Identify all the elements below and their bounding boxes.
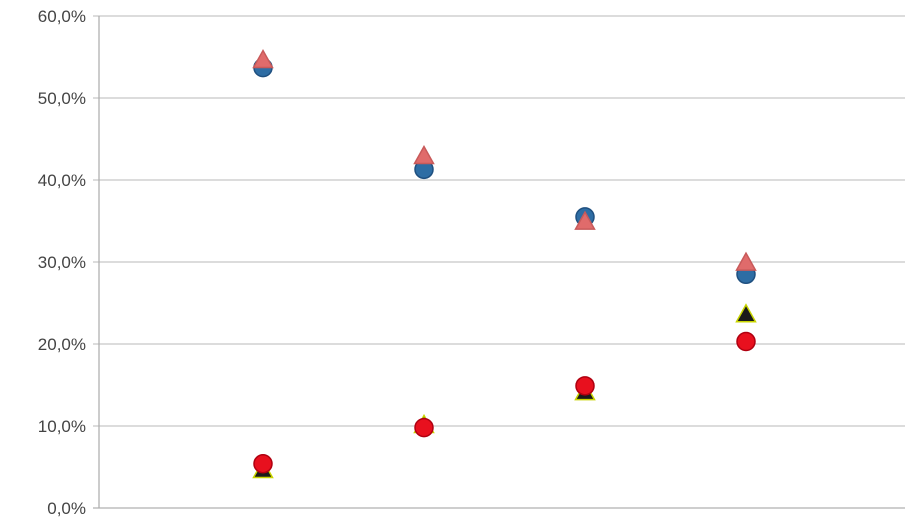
gridlines xyxy=(93,15,905,509)
circle-point xyxy=(414,417,434,438)
y-tick-label: 0,0% xyxy=(47,499,86,518)
circle-point xyxy=(253,453,273,474)
triangle-point xyxy=(252,49,274,69)
circle-point xyxy=(575,376,595,396)
y-tick-label: 30,0% xyxy=(38,253,86,272)
y-tick-label: 10,0% xyxy=(38,417,86,436)
data-points xyxy=(252,49,757,479)
triangle-point xyxy=(735,251,757,271)
triangle-point xyxy=(413,144,435,165)
y-tick-label: 40,0% xyxy=(38,171,86,190)
y-axis-tick-labels: 0,0% 10,0% 20,0% 30,0% 40,0% 50,0% 60,0% xyxy=(38,7,86,518)
y-tick-label: 50,0% xyxy=(38,89,86,108)
y-tick-label: 60,0% xyxy=(38,7,86,26)
triangle-point xyxy=(574,210,596,230)
circle-point xyxy=(736,331,756,352)
triangle-point xyxy=(735,303,757,323)
y-tick-label: 20,0% xyxy=(38,335,86,354)
